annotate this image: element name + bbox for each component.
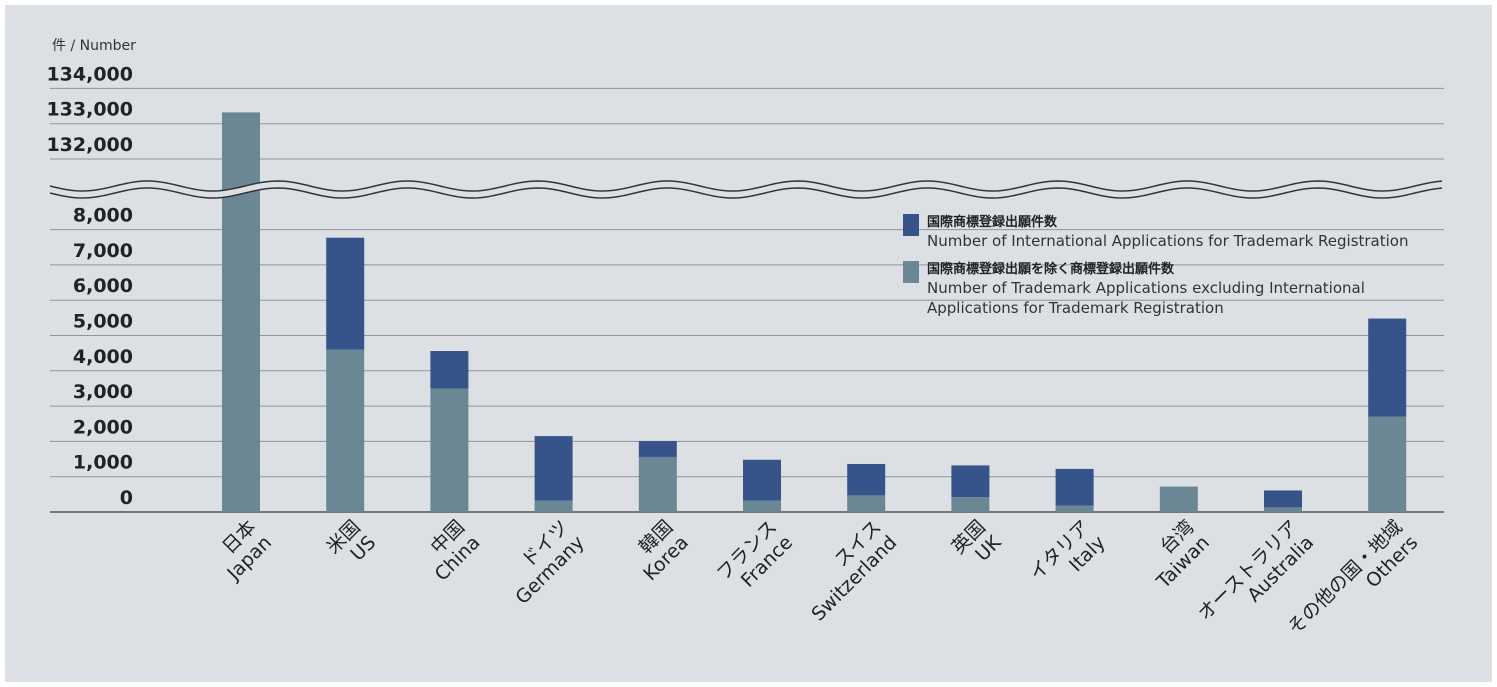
bar-segment [1055,468,1094,506]
bar-segment [743,500,781,512]
y-tick-label: 8,000 [73,205,133,227]
legend-label-ja: 国際商標登録出願を除く商標登録出願件数 [927,261,1175,277]
bar-segment [326,237,365,350]
bar-segment [1159,486,1198,512]
bar-segment [951,465,990,498]
legend-label-en: Applications for Trademark Registration [927,299,1224,317]
bar-segment [1264,490,1302,508]
legend-label-en: Number of International Applications for… [927,232,1409,250]
legend-item: 国際商標登録出願を除く商標登録出願件数 Number of Trademark A… [903,261,1365,317]
y-unit-label: 件 / Number [52,38,136,54]
bar-segment [222,112,260,513]
y-tick-label: 6,000 [73,275,133,297]
bar-segment [1368,318,1407,417]
y-tick-label: 0 [120,487,133,509]
axis-break [49,180,1444,199]
y-tick-label: 2,000 [73,416,133,438]
bars [222,112,1407,513]
legend-item: 国際商標登録出願件数 Number of International Applic… [903,214,1409,250]
y-tick-label: 7,000 [73,240,133,262]
y-tick-label: 133,000 [46,99,133,121]
bar-segment [534,500,573,512]
bar-segment [638,456,677,512]
bar-segment [1368,416,1407,512]
legend-swatch [903,214,919,236]
y-tick-label: 3,000 [73,381,133,403]
legend: 国際商標登録出願件数 Number of International Applic… [903,214,1409,317]
legend-label-en: Number of Trademark Applications excludi… [927,279,1365,297]
bar-segment [1264,507,1302,512]
legend-swatch [903,261,919,283]
legend-label-ja: 国際商標登録出願件数 [927,214,1058,230]
y-tick-label: 4,000 [73,346,133,368]
bar-segment [847,463,886,496]
axis-break-line-bottom [49,187,1443,199]
bar-segment [534,436,573,501]
y-tick-label: 134,000 [46,63,133,85]
axis-break-line-top [49,180,1443,192]
bar-segment [638,441,677,457]
bar-segment [743,459,781,501]
y-tick-label: 1,000 [73,452,133,474]
y-tick-label: 132,000 [46,134,133,156]
bar-segment [951,497,990,512]
bar-segment [430,351,469,389]
y-tick-labels: 0 1,000 2,000 3,000 4,000 5,000 6,000 7,000 8,00… [46,63,133,509]
bar-segment [1055,505,1094,512]
bar-segment [430,388,469,512]
bar-segment [326,349,365,512]
bar-segment [847,495,886,512]
y-tick-label: 5,000 [73,311,133,333]
